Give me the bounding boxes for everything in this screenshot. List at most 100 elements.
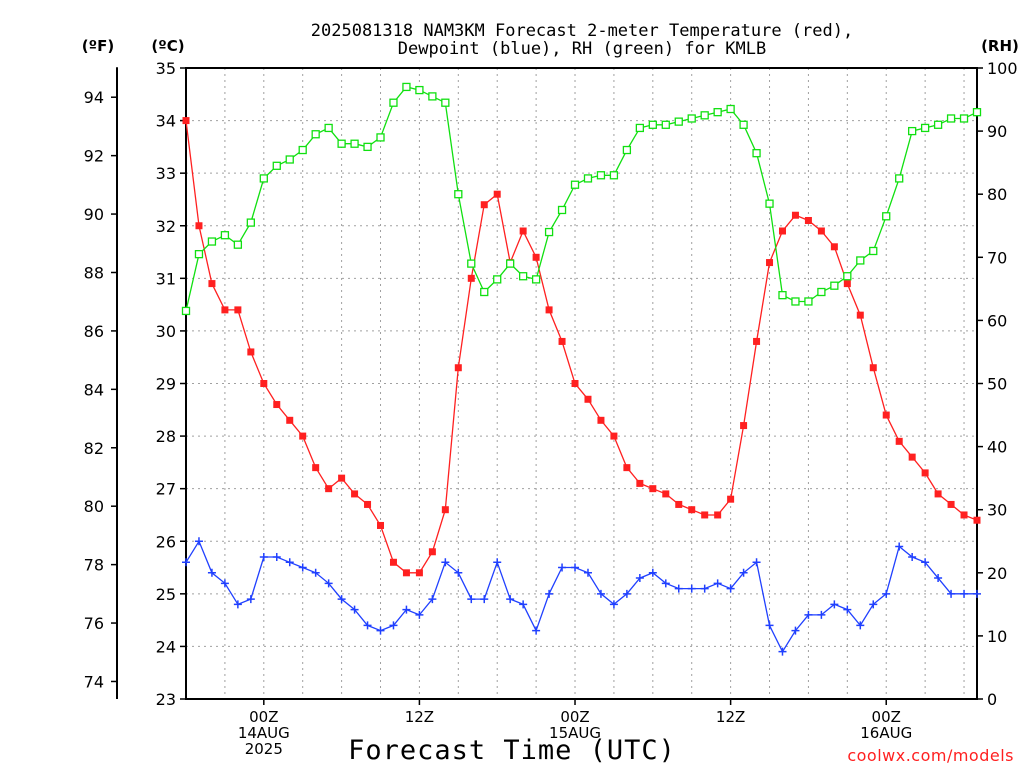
rh-point <box>739 120 748 129</box>
dewpoint-point <box>532 626 541 635</box>
temperature-point <box>960 511 968 519</box>
rh-point <box>869 246 878 256</box>
x-tick-label: 00Z <box>872 708 901 726</box>
fahrenheit-tick-label: 86 <box>84 322 104 341</box>
rh-tick-label: 10 <box>987 627 1007 646</box>
temperature-point <box>740 422 748 430</box>
rh-point <box>467 259 476 268</box>
temperature-point <box>260 380 268 387</box>
rh-point <box>246 218 255 227</box>
temperature-point <box>467 274 475 282</box>
rh-point <box>609 171 619 180</box>
rh-point <box>428 92 437 101</box>
dewpoint-point <box>700 584 709 593</box>
dewpoint-point <box>960 589 969 598</box>
celsius-tick-label: 32 <box>156 217 176 236</box>
dewpoint-point <box>480 595 489 604</box>
celsius-unit-label: (ºC) <box>151 37 184 55</box>
rh-point <box>804 297 813 306</box>
dewpoint-point <box>389 621 398 630</box>
temperature-point <box>714 511 722 519</box>
temperature-point <box>273 401 281 409</box>
rh-point <box>830 281 839 290</box>
rh-point <box>713 108 722 117</box>
temperature-point <box>415 569 423 577</box>
dewpoint-point <box>791 626 800 635</box>
temperature-point <box>869 364 877 372</box>
celsius-tick-label: 30 <box>156 322 176 341</box>
dewpoint-point <box>635 574 644 583</box>
temperature-point <box>817 227 825 235</box>
rh-point <box>661 120 670 129</box>
dewpoint-point <box>545 589 554 598</box>
dewpoint-point <box>506 595 515 604</box>
dewpoint-point <box>376 626 385 635</box>
celsius-tick-label: 27 <box>156 480 176 499</box>
temperature-point <box>584 395 592 403</box>
temperature-point <box>195 222 203 230</box>
fahrenheit-tick-label: 78 <box>84 556 104 575</box>
temperature-point <box>843 280 851 288</box>
rh-point <box>285 155 294 164</box>
temperature-point <box>791 211 799 219</box>
temperature-point <box>856 311 864 319</box>
rh-tick-label: 0 <box>987 690 997 709</box>
rh-tick-label: 30 <box>987 501 1007 520</box>
rh-point <box>882 212 891 221</box>
rh-point <box>311 130 320 139</box>
temperature-point <box>389 558 397 566</box>
rh-point <box>557 205 567 215</box>
rh-point <box>518 272 528 281</box>
temperature-point <box>701 511 709 519</box>
dewpoint-point <box>428 595 437 604</box>
rh-point <box>635 123 645 133</box>
rh-point <box>194 249 204 259</box>
temperature-point <box>882 411 890 419</box>
fahrenheit-tick-label: 94 <box>84 88 104 107</box>
fahrenheit-tick-label: 82 <box>84 439 104 458</box>
rh-point <box>402 82 411 92</box>
dewpoint-point <box>233 600 242 609</box>
dewpoint-point <box>298 563 307 572</box>
dewpoint-point <box>778 647 787 656</box>
temperature-point <box>934 490 942 498</box>
celsius-tick-label: 25 <box>156 585 176 604</box>
celsius-tick-label: 28 <box>156 427 176 446</box>
dewpoint-point <box>311 568 320 577</box>
x-tick-label: 12Z <box>405 708 434 726</box>
dewpoint-point <box>415 610 424 619</box>
rh-point <box>480 287 489 297</box>
dewpoint-point <box>402 605 411 614</box>
title: 2025081318 NAM3KM Forecast 2-meter Tempe… <box>311 21 853 59</box>
dewpoint-point <box>895 542 904 551</box>
fahrenheit-tick-label: 74 <box>84 672 104 691</box>
temperature-point <box>428 548 436 556</box>
dewpoint-point <box>207 568 216 577</box>
temperature-point <box>973 516 981 524</box>
title-line-2: Dewpoint (blue), RH (green) for KMLB <box>398 39 766 59</box>
rh-tick-label: 70 <box>987 248 1007 267</box>
dewpoint-point <box>856 621 865 630</box>
x-tick-label: 00Z <box>560 708 589 726</box>
rh-point <box>259 174 268 183</box>
dewpoint-point <box>622 589 631 598</box>
dewpoint-point <box>194 537 203 546</box>
dewpoint-point <box>259 553 268 562</box>
rh-tick-label: 20 <box>987 564 1007 583</box>
temperature-point <box>182 117 190 125</box>
dewpoint-point <box>337 595 346 604</box>
rh-point <box>791 297 800 306</box>
temperature-point <box>312 464 320 472</box>
temperature-point <box>947 500 955 508</box>
temperature-point <box>377 521 385 529</box>
rh-point <box>570 180 580 189</box>
rh-point <box>350 139 359 148</box>
temperature-point <box>208 280 216 288</box>
dewpoint-series <box>182 537 981 656</box>
fahrenheit-tick-label: 92 <box>84 147 104 166</box>
temperature-point <box>558 337 566 345</box>
rh-point <box>895 174 904 183</box>
dewpoint-point <box>558 563 567 572</box>
fahrenheit-tick-label: 84 <box>84 380 104 399</box>
